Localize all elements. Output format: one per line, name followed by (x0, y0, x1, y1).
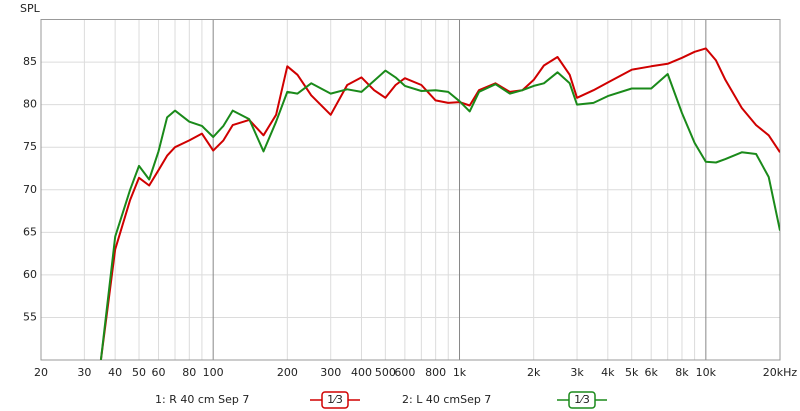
x-tick-label: 4k (601, 366, 615, 379)
x-tick-label: 50 (132, 366, 146, 379)
legend-label: 2: L 40 cmSep 7 (402, 393, 491, 406)
x-tick-label: 30 (77, 366, 91, 379)
x-tick-label: 8k (675, 366, 689, 379)
y-tick-label: 65 (23, 225, 37, 238)
x-tick-label: 5k (625, 366, 639, 379)
smoothing-label: 1⁄3 (574, 393, 590, 406)
smoothing-label: 1⁄3 (327, 393, 343, 406)
x-tick-label: 20kHz (763, 366, 798, 379)
smoothing-box (568, 391, 596, 409)
x-tick-label: 800 (425, 366, 446, 379)
series-line (99, 69, 780, 360)
y-tick-label: 75 (23, 140, 37, 153)
x-tick-label: 3k (570, 366, 584, 379)
x-tick-label: 600 (394, 366, 415, 379)
x-tick-label: 2k (527, 366, 541, 379)
x-tick-label: 80 (182, 366, 196, 379)
x-tick-label: 6k (645, 366, 659, 379)
x-tick-label: 20 (34, 366, 48, 379)
legend-label: 1: R 40 cm Sep 7 (155, 393, 249, 406)
y-tick-label: 70 (23, 183, 37, 196)
x-tick-label: 1k (453, 366, 467, 379)
y-axis-label: SPL (20, 2, 41, 15)
y-tick-label: 55 (23, 310, 37, 323)
plot-area (40, 19, 781, 361)
y-tick-label: 85 (23, 55, 37, 68)
smoothing-box (321, 391, 349, 409)
y-tick-label: 80 (23, 98, 37, 111)
x-tick-label: 400 (351, 366, 372, 379)
x-tick-label: 300 (320, 366, 341, 379)
y-tick-label: 60 (23, 268, 37, 281)
series-line (99, 47, 780, 360)
x-tick-label: 500 (375, 366, 396, 379)
x-tick-label: 200 (277, 366, 298, 379)
x-tick-label: 40 (108, 366, 122, 379)
x-tick-label: 100 (203, 366, 224, 379)
x-tick-label: 60 (152, 366, 166, 379)
x-tick-label: 10k (696, 366, 717, 379)
